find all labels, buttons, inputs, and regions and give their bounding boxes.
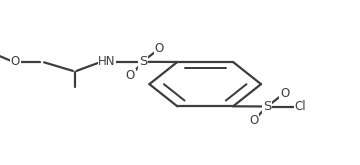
Text: O: O — [280, 87, 289, 100]
Text: O: O — [155, 42, 164, 55]
Text: Cl: Cl — [294, 100, 306, 113]
Text: S: S — [263, 100, 271, 113]
Text: O: O — [249, 114, 258, 127]
Text: O: O — [11, 55, 20, 68]
Text: HN: HN — [98, 55, 116, 68]
Text: S: S — [139, 55, 147, 68]
Text: O: O — [126, 69, 135, 82]
